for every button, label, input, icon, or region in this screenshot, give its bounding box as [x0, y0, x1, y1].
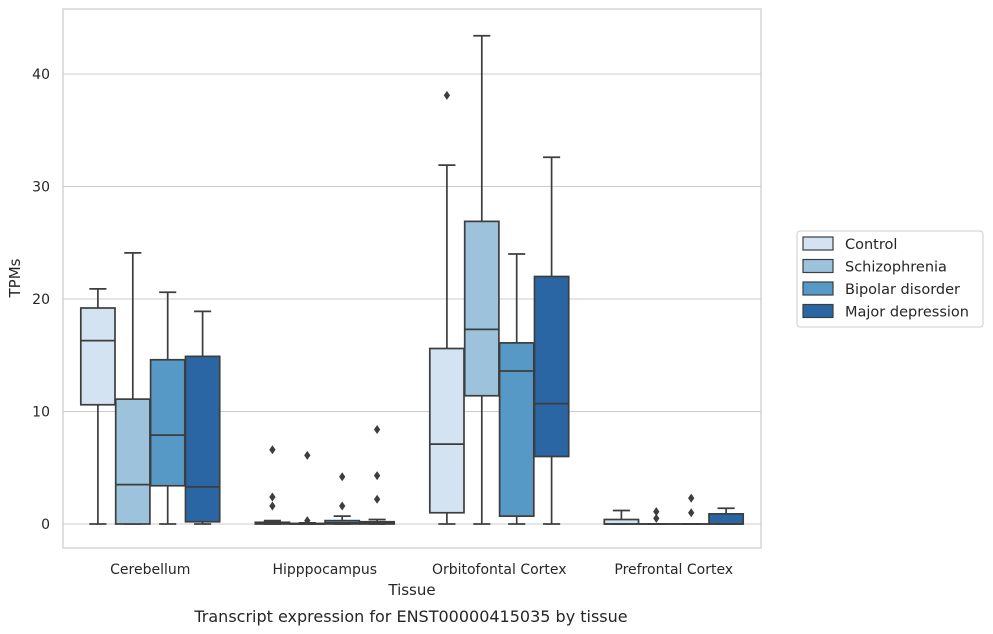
box: [184, 310, 221, 525]
box: [254, 445, 291, 525]
outlier-point: [304, 450, 311, 460]
x-tick-label: Prefrontal Cortex: [614, 562, 733, 578]
legend-label: Schizophrenia: [845, 260, 947, 276]
box-body: [184, 355, 221, 523]
x-tick-label: Hipppocampus: [272, 562, 377, 578]
y-tick-label: 40: [32, 67, 50, 83]
outlier-point: [373, 494, 381, 504]
x-tick-label: Cerebellum: [110, 562, 190, 578]
box-body: [498, 342, 535, 517]
outlier-point: [269, 445, 276, 455]
legend-label: Control: [845, 237, 897, 253]
box: [498, 253, 535, 525]
box: [79, 288, 116, 525]
legend-swatch: [802, 258, 834, 274]
y-tick-label: 0: [41, 517, 50, 533]
box: [149, 291, 186, 525]
outlier-point: [304, 516, 311, 526]
box-body: [428, 347, 465, 514]
outlier-point: [688, 493, 695, 503]
box-body: [79, 307, 116, 406]
legend-frame: [796, 230, 984, 328]
box: [114, 252, 151, 525]
box: [673, 493, 710, 525]
outlier-point: [269, 501, 276, 511]
legend-label: Bipolar disorder: [845, 282, 960, 298]
figure-caption: Transcript expression for ENST0000041503…: [193, 607, 627, 626]
outlier-point: [339, 472, 346, 482]
box-body: [114, 398, 151, 525]
outlier-point: [373, 425, 381, 434]
box-body: [533, 275, 570, 458]
box: [638, 507, 675, 525]
box: [289, 450, 326, 526]
x-axis-label: Tissue: [387, 581, 435, 599]
box: [359, 425, 396, 525]
outlier-point: [339, 501, 346, 511]
box: [533, 156, 570, 525]
x-tick-label: Orbitofontal Cortex: [432, 562, 567, 578]
legend-swatch: [802, 236, 834, 251]
y-tick-label: 10: [32, 405, 50, 421]
box: [708, 507, 745, 525]
x-axis-ticks: Cerebellum Hipppocampus Orbitofontal Corte…: [110, 562, 733, 578]
outlier-point: [373, 471, 381, 481]
y-tick-label: 20: [32, 292, 50, 308]
box: [324, 472, 361, 525]
outlier-point: [443, 90, 451, 100]
box-body: [708, 513, 745, 525]
outlier-point: [688, 508, 695, 518]
outlier-point: [269, 492, 276, 502]
box-body: [149, 358, 186, 487]
outlier-point: [653, 513, 660, 523]
y-axis-label: TPMs: [6, 258, 24, 298]
y-axis-ticks: 0 10 20 30 40: [32, 67, 50, 533]
legend-swatch: [802, 281, 834, 296]
legend-swatch: [802, 303, 834, 319]
box: [603, 509, 640, 525]
box: [428, 90, 465, 525]
legend-label: Major depression: [845, 305, 969, 321]
box-body: [463, 220, 500, 397]
y-tick-label: 30: [32, 180, 50, 196]
legend: Control Schizophrenia Bipolar disorder Majo…: [796, 230, 984, 328]
box: [463, 34, 500, 525]
plot-frame: [62, 8, 762, 549]
outlier-point: [653, 507, 660, 517]
box-series: [79, 34, 745, 526]
